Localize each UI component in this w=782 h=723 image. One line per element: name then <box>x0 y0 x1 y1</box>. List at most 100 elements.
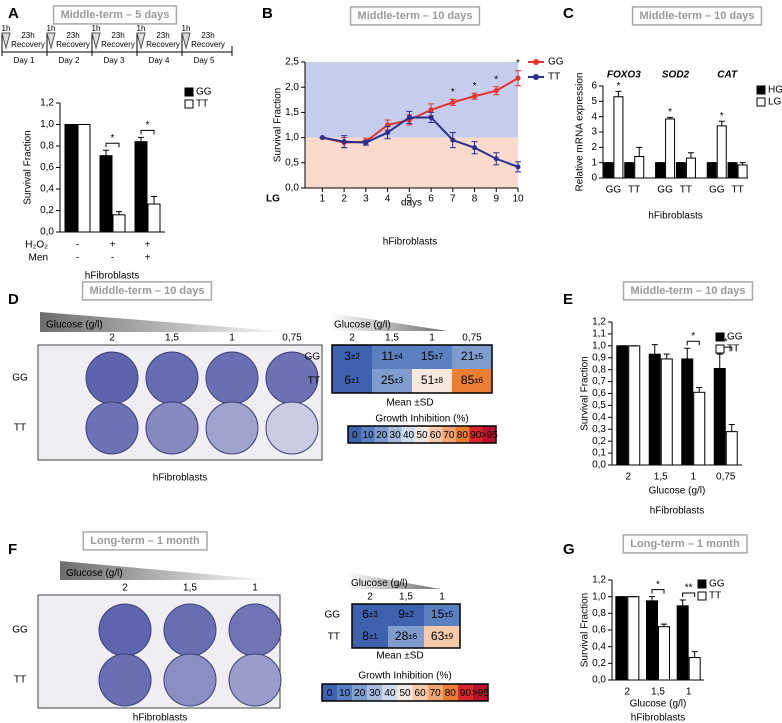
x-tick-label: 7 <box>450 194 456 205</box>
colorbar-label: 10 <box>339 688 351 699</box>
bar <box>649 354 660 465</box>
glucose-label: Glucose (g/l) <box>66 568 123 579</box>
legend-swatch <box>698 592 706 600</box>
row-label: TT <box>14 675 26 686</box>
panel-letter: F <box>8 541 17 558</box>
y-tick-label: 1,0 <box>285 132 299 143</box>
x-tick-label: 0,75 <box>716 472 736 483</box>
y-tick-label: 0 <box>591 173 597 184</box>
y-tick-label: 2,5 <box>285 57 299 68</box>
y-tick-label: 1,2 <box>592 575 606 586</box>
y-axis-label: Relative mRNA expression <box>575 73 586 192</box>
bar <box>635 157 644 178</box>
culture-dish <box>99 604 151 656</box>
y-axis-label: Survival Fraction <box>23 130 34 204</box>
y-tick-label: 0,5 <box>592 400 606 411</box>
heatmap-mean: 51 <box>421 373 435 387</box>
group-label: FOXO3 <box>607 70 641 81</box>
heatmap-value: 9±2 <box>398 607 414 621</box>
x-tick-label: 4 <box>385 194 391 205</box>
culture-dish <box>86 402 138 454</box>
heatmap-sd: ±6 <box>474 376 483 385</box>
x-tick-label: 1 <box>686 687 692 698</box>
bar <box>604 163 613 178</box>
colorbar-label: 50 <box>416 430 428 441</box>
heatmap-mean: 11 <box>381 349 394 363</box>
bar <box>656 163 665 178</box>
legend-label: TT <box>709 591 721 602</box>
treatment-value: + <box>145 253 151 264</box>
pulse-marker <box>182 33 190 48</box>
pulse-marker <box>137 33 145 48</box>
bar <box>647 601 658 680</box>
x-tick-label: 5 <box>407 194 413 205</box>
x-tick-label: 1 <box>320 194 326 205</box>
legend-swatch <box>698 580 706 588</box>
legend-swatch <box>185 88 193 96</box>
pulse-label: 1h <box>2 24 11 33</box>
significance-label: * <box>146 120 150 131</box>
column-label: 1 <box>439 592 445 603</box>
error-bar <box>719 121 725 126</box>
heatmap-value: 51±8 <box>421 373 444 387</box>
pulse-marker <box>2 33 10 48</box>
point <box>494 156 499 161</box>
y-tick-label: 1,0 <box>592 340 606 351</box>
bar <box>78 125 90 233</box>
panel-header: Long-term – 1 month <box>90 535 200 547</box>
day-label: Day 2 <box>59 56 80 65</box>
heatmap-value: 15±7 <box>421 349 444 363</box>
column-label: 0,75 <box>462 333 482 344</box>
column-label: 2 <box>109 333 115 344</box>
x-axis-label: Glucose (g/l) <box>630 699 687 710</box>
bar <box>135 142 147 232</box>
point <box>516 164 521 169</box>
error-bar <box>649 597 655 601</box>
x-tick-label: 3 <box>363 194 369 205</box>
legend-label: TT <box>727 344 739 355</box>
culture-dish <box>164 654 216 706</box>
heatmap-value: 15±5 <box>431 607 454 621</box>
footer-label: hFibroblasts <box>648 211 702 222</box>
row-label: GG <box>304 352 320 363</box>
x-tick-label: 2 <box>625 687 631 698</box>
heatmap-sd: ±7 <box>434 352 443 361</box>
y-tick-label: 1,0 <box>592 591 606 602</box>
heatmap-mean: 28 <box>395 629 409 643</box>
heatmap-value: 21±5 <box>461 349 484 363</box>
y-axis-label: Survival Fraction <box>273 88 284 162</box>
point <box>472 94 477 99</box>
footer-label: hFibroblasts <box>650 506 704 517</box>
background-band <box>305 138 518 188</box>
row-label: TT <box>328 632 340 643</box>
y-tick-label: 0,2 <box>40 205 54 216</box>
row-label: TT <box>308 376 320 387</box>
point <box>320 135 325 140</box>
significance-label: * <box>473 81 477 92</box>
y-tick-label: 0,4 <box>40 184 54 195</box>
colorbar-label: 90 <box>460 688 472 699</box>
significance-label: * <box>720 111 724 122</box>
colorbar-label: 40 <box>403 430 415 441</box>
culture-dish <box>229 604 281 656</box>
y-tick-label: 0,7 <box>592 376 606 387</box>
day-label: Day 3 <box>104 56 125 65</box>
y-tick-label: 0,8 <box>592 364 606 375</box>
recovery-label: Recovery <box>56 40 90 49</box>
culture-dish <box>206 352 258 404</box>
group-label: CAT <box>717 70 738 81</box>
panel-header: Middle-term – 10 days <box>90 285 205 297</box>
x-axis-label: Glucose (g/l) <box>649 486 706 497</box>
day-label: Day 1 <box>14 56 35 65</box>
x-tick-label: 9 <box>493 194 499 205</box>
treatment-value: + <box>110 240 116 251</box>
heatmap-sd: ±8 <box>434 376 443 385</box>
day-label: Day 5 <box>194 56 215 65</box>
treatment-name: H₂O₂ <box>25 240 48 251</box>
culture-dish <box>206 402 258 454</box>
treatment-value: - <box>76 240 79 251</box>
recovery-label: Recovery <box>11 40 45 49</box>
recovery-time: 23h <box>66 31 79 40</box>
x-tick-label: 6 <box>428 194 434 205</box>
y-tick-label: 2,0 <box>285 82 299 93</box>
